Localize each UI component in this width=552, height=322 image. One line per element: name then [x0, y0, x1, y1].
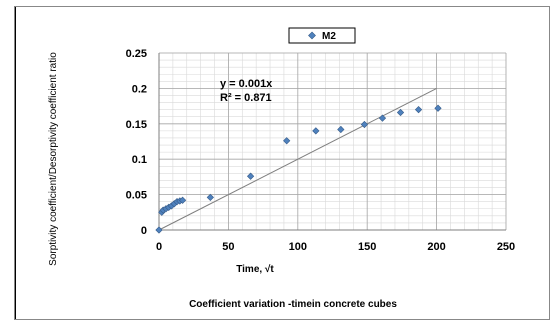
data-point	[283, 137, 291, 145]
trendline	[158, 87, 437, 231]
y-tick-label: 0.15	[126, 119, 147, 131]
data-point	[246, 172, 255, 180]
x-tick-label: 50	[222, 241, 234, 253]
trendline-r-squared: R² = 0.871	[220, 92, 272, 104]
legend-marker-icon	[308, 31, 316, 40]
data-point	[312, 127, 320, 135]
y-tick-label: 0.2	[132, 83, 147, 95]
y-axis-label: Sorptivity coefficient/Desorptivity coef…	[48, 52, 59, 266]
x-tick-label: 150	[358, 241, 376, 253]
left-edge	[15, 7, 16, 319]
tick-labels: 0 50 100 150 200 250 0 0.05 0.1 0.15 0.2 0.25	[126, 48, 516, 253]
data-point	[414, 106, 423, 114]
x-tick-label: 250	[497, 241, 515, 253]
x-tick-label: 0	[156, 241, 162, 253]
legend-label: M2	[322, 31, 336, 42]
y-tick-label: 0.25	[126, 48, 147, 60]
legend-box	[288, 27, 356, 44]
chart-frame: 0 50 100 150 200 250 0 0.05 0.1 0.15 0.2 0.25 M2 y …	[14, 6, 550, 320]
x-tick-label: 100	[289, 241, 307, 253]
gridlines	[158, 52, 507, 231]
x-tick-label: 200	[427, 241, 445, 253]
legend: M2	[288, 27, 356, 44]
data-point	[360, 120, 369, 129]
data-point	[206, 193, 214, 202]
y-tick-label: 0.05	[126, 190, 147, 202]
chart-border	[14, 6, 550, 320]
axes	[158, 53, 506, 231]
data-point	[378, 114, 387, 122]
chart-title: Coefficient variation -timein concrete c…	[189, 299, 397, 310]
data-point	[178, 196, 187, 204]
data-point	[396, 108, 405, 117]
data-point	[155, 226, 163, 234]
data-point	[337, 125, 345, 134]
scatter-chart: 0 50 100 150 200 250 0 0.05 0.1 0.15 0.2 0.25 M2 y …	[14, 6, 550, 320]
x-axis-label: Time, √t	[236, 264, 274, 275]
trendline-equation: y = 0.001x	[220, 78, 273, 90]
data-points	[155, 104, 442, 234]
y-tick-label: 0.1	[132, 154, 147, 166]
trendline-line	[158, 87, 437, 231]
data-point	[434, 104, 442, 112]
y-tick-label: 0	[141, 225, 147, 237]
